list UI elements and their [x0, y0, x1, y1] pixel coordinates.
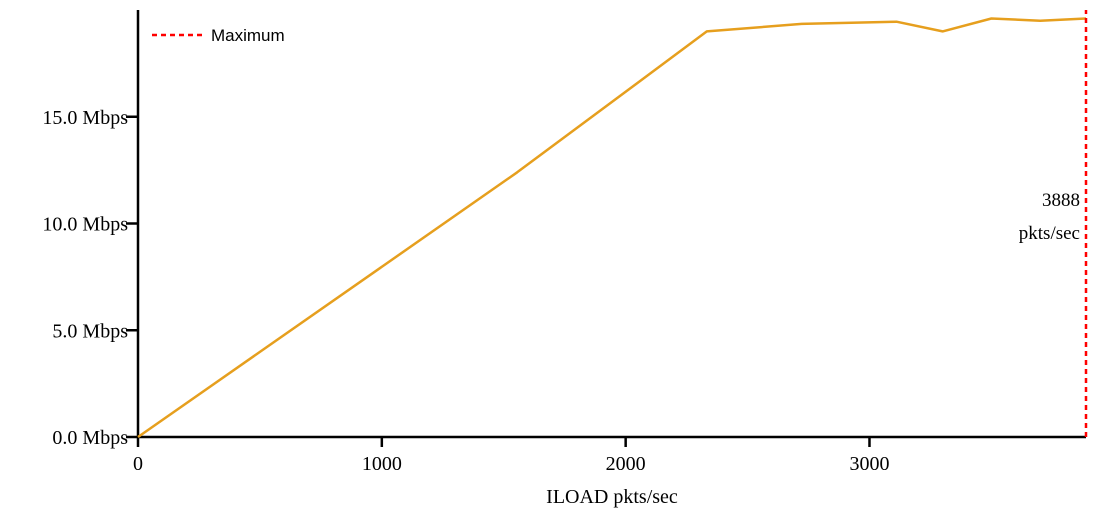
max-annotation-value: 3888: [1042, 190, 1080, 211]
y-tick-label: 10.0 Mbps: [42, 214, 128, 236]
legend: Maximum: [152, 26, 285, 45]
x-axis-title: ILOAD pkts/sec: [546, 486, 678, 508]
y-tick-label: 0.0 Mbps: [52, 427, 128, 449]
x-tick-label: 1000: [362, 453, 402, 475]
y-tick-label: 5.0 Mbps: [52, 320, 128, 342]
legend-label-maximum: Maximum: [211, 26, 285, 45]
x-tick-label: 0: [133, 453, 143, 475]
x-tick-label: 3000: [849, 453, 889, 475]
series-line: [137, 17, 1087, 439]
y-tick-label: 15.0 Mbps: [42, 107, 128, 129]
max-annotation-unit: pkts/sec: [1019, 223, 1080, 244]
x-tick-label: 2000: [606, 453, 646, 475]
